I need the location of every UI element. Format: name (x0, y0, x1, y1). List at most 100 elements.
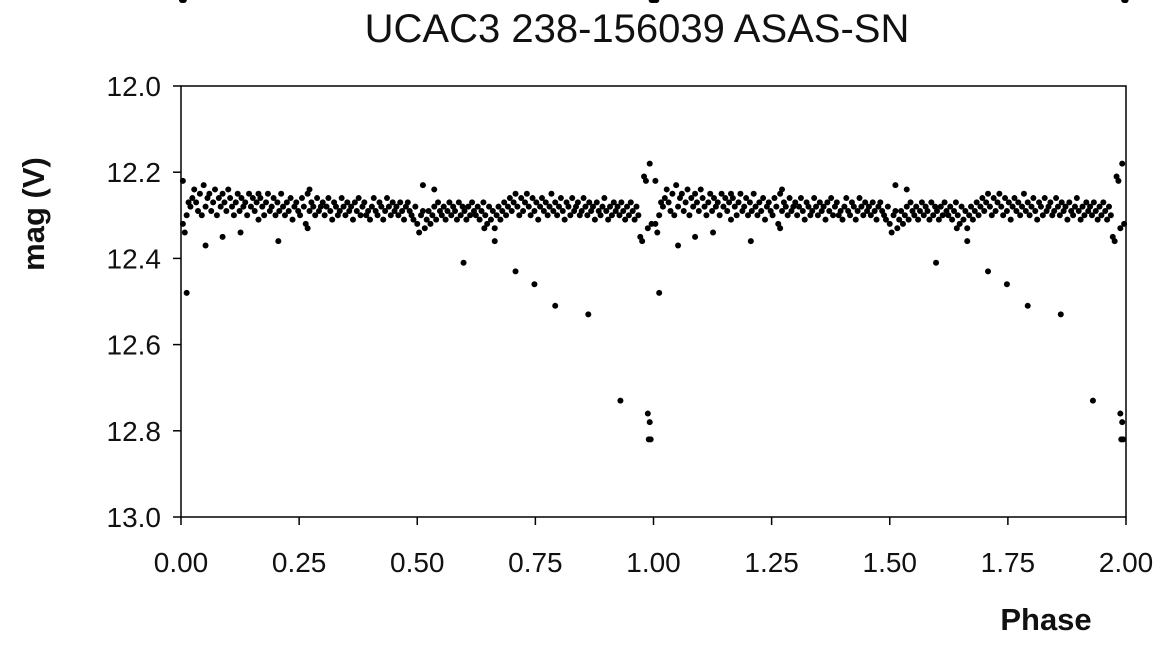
data-point (586, 199, 593, 206)
data-point (410, 216, 417, 223)
data-point (647, 436, 654, 443)
data-point (590, 203, 597, 210)
data-point (990, 195, 997, 202)
data-point (811, 195, 818, 202)
data-point (304, 225, 311, 232)
data-point (646, 419, 653, 426)
data-point (1077, 216, 1084, 223)
data-point (960, 216, 967, 223)
data-point (193, 199, 200, 206)
data-point (246, 190, 253, 197)
data-point (760, 195, 767, 202)
data-point (187, 203, 194, 210)
y-tick-label: 12.2 (107, 157, 162, 188)
data-point (1037, 203, 1044, 210)
data-point (826, 207, 833, 214)
data-point (310, 203, 317, 210)
data-point (796, 203, 803, 210)
data-point (605, 216, 612, 223)
data-point (801, 216, 808, 223)
data-point (992, 207, 999, 214)
data-point (268, 203, 275, 210)
data-point (484, 220, 491, 227)
data-point (926, 216, 933, 223)
data-point (278, 190, 285, 197)
data-point (671, 212, 678, 219)
data-point (805, 203, 812, 210)
data-point (521, 199, 528, 206)
data-point (1098, 212, 1105, 219)
data-point (937, 203, 944, 210)
data-point (1121, 220, 1128, 227)
data-point (1054, 203, 1061, 210)
data-point (270, 195, 277, 202)
data-point (416, 229, 423, 236)
data-point (669, 190, 676, 197)
data-point (414, 220, 421, 227)
data-point (425, 207, 432, 214)
data-point (1058, 199, 1065, 206)
data-point (578, 207, 585, 214)
data-point (544, 212, 551, 219)
data-point (962, 207, 969, 214)
data-point (433, 216, 440, 223)
data-point (574, 199, 581, 206)
data-point (701, 203, 708, 210)
data-point (200, 182, 207, 189)
data-point (1107, 212, 1114, 219)
data-point (325, 195, 332, 202)
data-point (180, 0, 187, 3)
data-point (654, 229, 661, 236)
data-point (608, 212, 615, 219)
data-point (497, 216, 504, 223)
data-point (1053, 195, 1060, 202)
data-point (773, 203, 780, 210)
data-point (206, 190, 213, 197)
data-point (221, 199, 228, 206)
data-point (253, 199, 260, 206)
data-point (217, 203, 224, 210)
data-point (453, 216, 460, 223)
data-point (971, 207, 978, 214)
data-point (939, 212, 946, 219)
data-point (472, 212, 479, 219)
data-point (289, 216, 296, 223)
data-point (794, 212, 801, 219)
data-point (467, 212, 474, 219)
data-point (899, 220, 906, 227)
data-point (1015, 199, 1022, 206)
data-point (635, 212, 642, 219)
data-point (627, 199, 634, 206)
data-point (210, 199, 217, 206)
data-point (225, 186, 232, 193)
data-point (554, 212, 561, 219)
data-point (455, 199, 462, 206)
data-point (1122, 0, 1129, 3)
data-point (274, 199, 281, 206)
data-point (491, 238, 498, 245)
data-point (202, 242, 209, 249)
data-point (234, 190, 241, 197)
data-point (750, 190, 757, 197)
data-point (584, 212, 591, 219)
data-point (1120, 436, 1127, 443)
data-point (994, 199, 1001, 206)
data-point (1017, 212, 1024, 219)
data-point (941, 199, 948, 206)
data-point (934, 207, 940, 214)
data-point (478, 207, 485, 214)
data-point (238, 195, 245, 202)
data-point (824, 199, 831, 206)
data-point (1088, 212, 1095, 219)
data-point (656, 212, 663, 219)
data-point (597, 212, 604, 219)
data-point (720, 203, 727, 210)
data-point (903, 203, 910, 210)
data-point (652, 177, 659, 184)
data-point (395, 212, 402, 219)
data-point (1104, 216, 1111, 223)
data-point (423, 216, 430, 223)
data-point (195, 207, 202, 214)
data-point (181, 229, 188, 236)
data-point (540, 207, 547, 214)
